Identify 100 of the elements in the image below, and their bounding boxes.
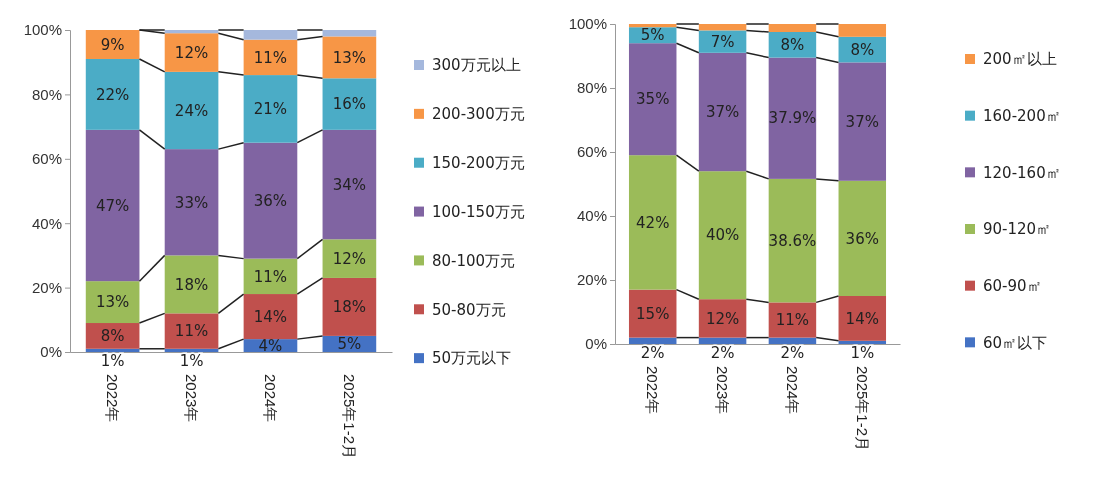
data-label: 36% bbox=[253, 191, 288, 210]
data-label: 24% bbox=[174, 101, 209, 120]
legend-label: 300万元以上 bbox=[432, 56, 521, 75]
data-label: 36% bbox=[845, 229, 879, 248]
bar bbox=[698, 171, 747, 300]
y-tick-label: 100% bbox=[568, 15, 607, 33]
data-label: 11% bbox=[775, 311, 810, 330]
y-tick-label: 80% bbox=[31, 85, 62, 103]
bar bbox=[698, 24, 747, 31]
data-label: 2% bbox=[710, 344, 735, 363]
x-tick-label: 2023年 bbox=[714, 366, 732, 415]
bar bbox=[768, 178, 817, 303]
bar bbox=[322, 239, 377, 278]
bar bbox=[243, 294, 298, 340]
bar bbox=[243, 30, 298, 40]
bar bbox=[322, 78, 377, 130]
bar bbox=[768, 24, 817, 32]
bar bbox=[243, 142, 298, 259]
bar bbox=[164, 149, 219, 256]
legend-label: 80-100万元 bbox=[432, 251, 516, 270]
data-label: 12% bbox=[174, 43, 209, 62]
data-label: 22% bbox=[95, 85, 130, 104]
data-label: 15% bbox=[636, 304, 670, 323]
y-tick-label: 80% bbox=[576, 79, 607, 97]
data-label: 8% bbox=[850, 40, 875, 59]
data-label: 12% bbox=[705, 309, 740, 328]
data-label: 18% bbox=[174, 275, 209, 294]
data-label: 8% bbox=[780, 36, 805, 55]
y-tick-label: 60% bbox=[576, 143, 607, 161]
bar bbox=[628, 43, 677, 156]
data-label: 37.9% bbox=[768, 109, 817, 128]
data-label: 42% bbox=[636, 213, 670, 232]
y-tick-label: 0% bbox=[585, 335, 607, 353]
bar bbox=[164, 255, 219, 314]
data-label: 14% bbox=[845, 309, 879, 328]
legend-label: 120-160㎡ bbox=[983, 163, 1061, 182]
bar bbox=[322, 129, 377, 240]
y-tick-label: 100% bbox=[23, 21, 62, 39]
x-tick-label: 2022年 bbox=[644, 366, 662, 415]
data-label: 40% bbox=[705, 226, 740, 245]
bar bbox=[322, 30, 377, 37]
bar bbox=[838, 24, 887, 37]
data-label: 4% bbox=[258, 336, 283, 355]
bar bbox=[164, 313, 219, 349]
bar bbox=[85, 58, 140, 130]
bar bbox=[628, 24, 677, 28]
bar bbox=[838, 180, 887, 296]
legend-label: 50-80万元 bbox=[432, 300, 506, 319]
bar bbox=[698, 337, 747, 344]
y-tick-label: 20% bbox=[576, 271, 607, 289]
data-label: 2% bbox=[640, 344, 665, 363]
bar bbox=[85, 281, 140, 324]
bar bbox=[838, 62, 887, 181]
x-tick-label: 2025年1-2月 bbox=[341, 374, 359, 460]
data-label: 38.6% bbox=[768, 231, 817, 250]
data-label: 37% bbox=[845, 112, 879, 131]
data-label: 14% bbox=[253, 307, 288, 326]
bar bbox=[768, 337, 817, 344]
data-label: 37% bbox=[705, 103, 740, 122]
legend-label: 150-200万元 bbox=[432, 153, 525, 172]
y-tick-label: 40% bbox=[576, 207, 607, 225]
bar bbox=[164, 33, 219, 72]
y-tick-label: 40% bbox=[31, 214, 62, 232]
data-label: 1% bbox=[100, 352, 125, 371]
data-label: 11% bbox=[253, 48, 288, 67]
x-tick-label: 2023年 bbox=[183, 374, 201, 423]
data-label: 9% bbox=[100, 35, 125, 54]
data-label: 1% bbox=[850, 344, 875, 363]
legend-label: 60㎡以下 bbox=[983, 333, 1048, 352]
data-label: 13% bbox=[95, 293, 130, 312]
bar bbox=[322, 277, 377, 336]
data-label: 47% bbox=[95, 196, 130, 215]
bar bbox=[164, 348, 219, 352]
data-label: 34% bbox=[332, 175, 367, 194]
data-label: 1% bbox=[179, 352, 204, 371]
legend-label: 200㎡以上 bbox=[983, 50, 1057, 69]
data-label: 5% bbox=[337, 335, 362, 354]
legend-label: 50万元以下 bbox=[432, 349, 512, 368]
bar bbox=[322, 36, 377, 79]
data-label: 18% bbox=[332, 298, 367, 317]
bar bbox=[838, 340, 887, 344]
bar bbox=[164, 71, 219, 150]
data-label: 11% bbox=[253, 267, 288, 286]
bar bbox=[628, 289, 677, 338]
data-label: 33% bbox=[174, 193, 209, 212]
bar bbox=[698, 299, 747, 338]
y-tick-label: 0% bbox=[40, 343, 62, 361]
data-label: 21% bbox=[253, 100, 288, 119]
data-label: 7% bbox=[710, 32, 735, 51]
bar bbox=[85, 129, 140, 282]
bar bbox=[628, 155, 677, 290]
data-label: 13% bbox=[332, 48, 367, 67]
data-label: 16% bbox=[332, 95, 367, 114]
legend-label: 100-150万元 bbox=[432, 202, 525, 221]
y-tick-label: 20% bbox=[31, 278, 62, 296]
data-label: 8% bbox=[100, 327, 125, 346]
data-label: 35% bbox=[636, 90, 670, 109]
bar bbox=[164, 30, 219, 34]
data-label: 5% bbox=[640, 26, 665, 45]
bar bbox=[768, 302, 817, 338]
